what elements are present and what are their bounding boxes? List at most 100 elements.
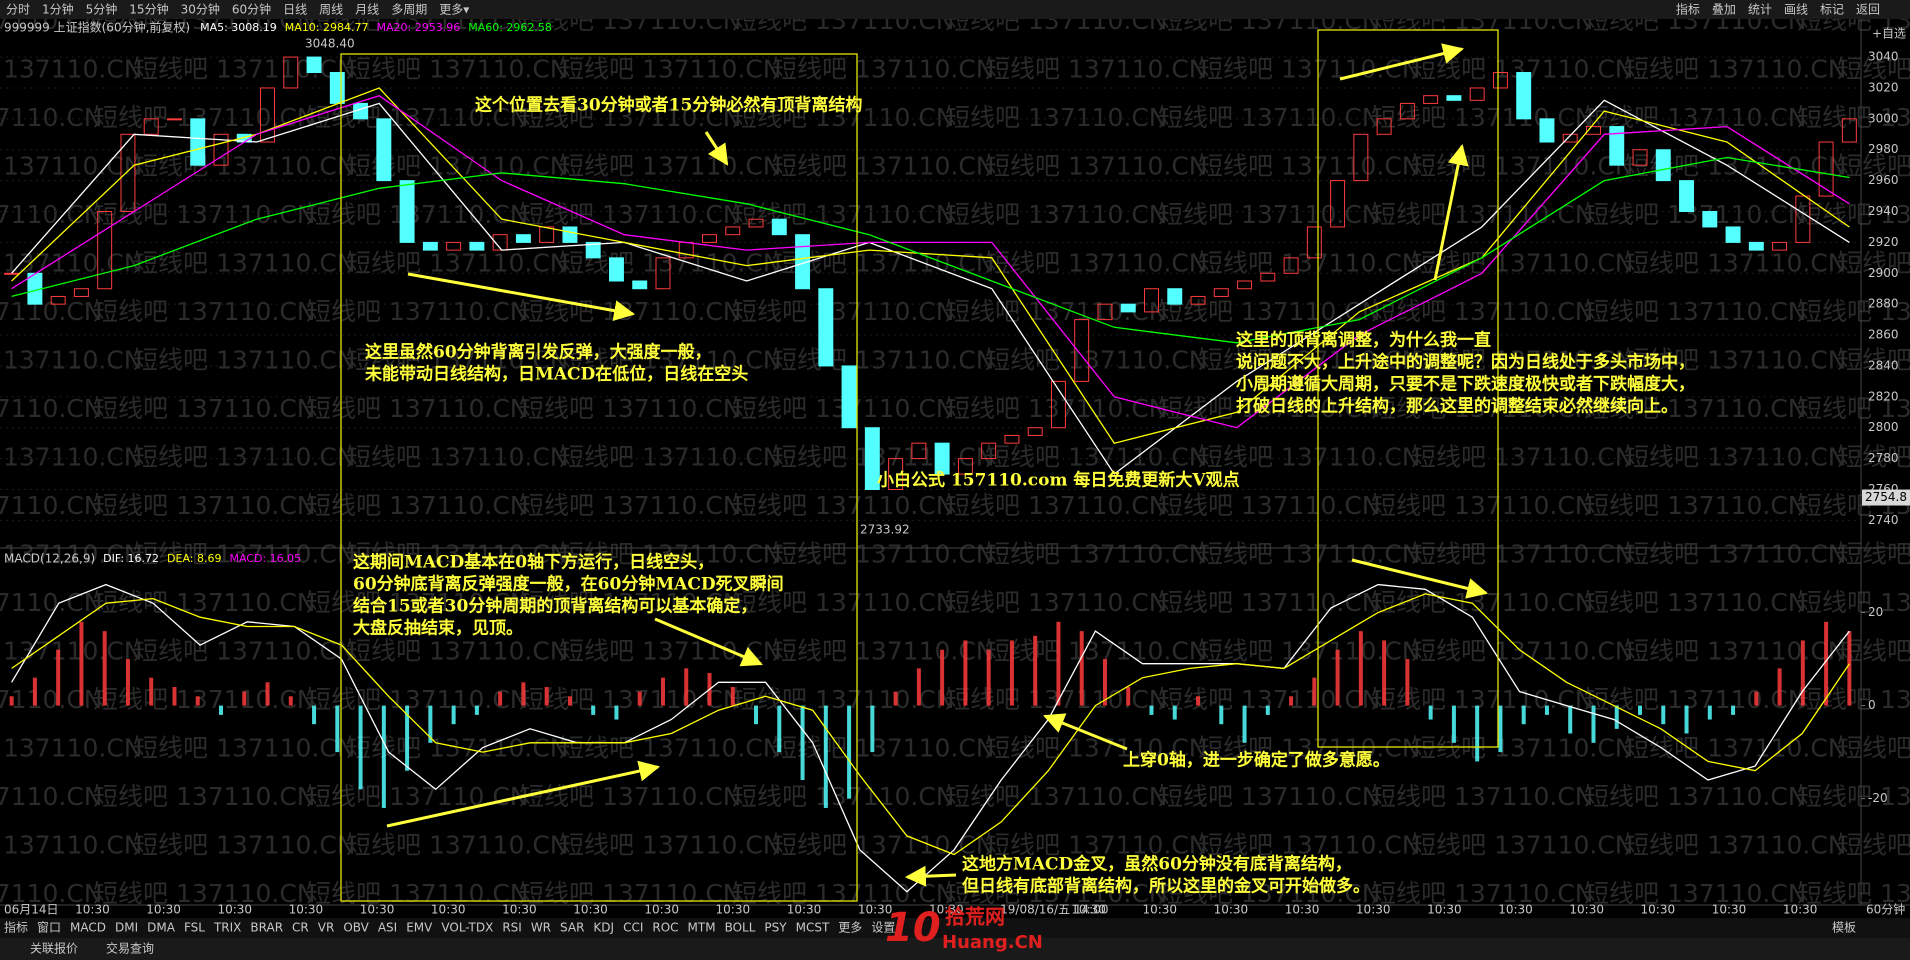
watermark-text: 短线吧 137110.CN	[519, 491, 742, 520]
macd-bar	[381, 705, 386, 808]
candle	[608, 257, 624, 282]
candle	[725, 226, 741, 236]
indicator-tab[interactable]: FSL	[184, 921, 205, 935]
indicator-tab[interactable]: DMI	[115, 921, 138, 935]
indicator-tab[interactable]: MTM	[688, 921, 716, 935]
indicator-tab[interactable]: ASI	[378, 921, 397, 935]
annotation-text: 小周期遵循大周期，只要不是下跌速度极快或者下跌幅度大，	[1236, 374, 1695, 395]
indicator-tab[interactable]: BRAR	[250, 921, 283, 935]
period-tab[interactable]: 周线	[319, 3, 343, 17]
time-label: 10:30	[929, 903, 964, 917]
candle	[1097, 303, 1113, 321]
period-tab[interactable]: 日线	[283, 3, 307, 17]
macd-bar	[893, 691, 898, 706]
period-tab[interactable]: 多周期	[391, 3, 427, 17]
watermark-text: 短线吧 137110.CN	[1624, 55, 1847, 84]
watermark-text: 短线吧 137110.CN	[1158, 103, 1381, 132]
watermark-text: 短线吧 137110.CN	[346, 55, 569, 84]
watermark-text: 短线吧 137110.CN	[1371, 879, 1594, 908]
macd-bar	[870, 705, 875, 753]
template-button[interactable]: 模板	[1832, 921, 1856, 935]
indicator-tab[interactable]: WR	[531, 921, 551, 935]
indicator-tab[interactable]: PSY	[764, 921, 787, 935]
toolbar-button[interactable]: 叠加	[1712, 3, 1736, 17]
bottom-toolbar-bg	[0, 918, 1910, 938]
indicator-tab[interactable]: EMV	[406, 921, 433, 935]
indicator-tab[interactable]: 设置	[871, 921, 895, 935]
period-tab[interactable]: 更多▾	[439, 3, 469, 17]
candle	[1841, 118, 1857, 143]
status-button[interactable]: 交易查询	[106, 941, 154, 956]
watermark-text: 短线吧 137110.CN	[1797, 588, 1910, 617]
watermark-text: 短线吧 137110.CN	[346, 831, 569, 860]
toolbar-button[interactable]: 统计	[1748, 3, 1772, 17]
self-select-button[interactable]: +自选	[1872, 27, 1906, 41]
watermark-text: 短线吧 137110.CN	[133, 540, 356, 569]
indicator-tab[interactable]: MCST	[796, 921, 830, 935]
indicator-tab[interactable]: RSI	[502, 921, 522, 935]
indicator-tab[interactable]: VOL-TDX	[441, 921, 493, 935]
highlight-boxes	[340, 29, 1499, 902]
macd-bar	[1731, 705, 1736, 715]
watermark-text: 短线吧 137110.CN	[93, 588, 316, 617]
macd-bar	[1033, 635, 1038, 706]
indicator-tab[interactable]: 更多	[838, 921, 862, 935]
watermark-text: 短线吧 137110.CN	[772, 540, 995, 569]
macd-bar	[963, 640, 968, 706]
indicator-tab[interactable]: 窗口	[37, 921, 61, 935]
watermark-text: 短线吧 137110.CN	[985, 152, 1208, 181]
watermark-text: 短线吧 137110.CN	[346, 637, 569, 666]
macd-bar	[660, 677, 665, 706]
watermark-text: 短线吧 137110.CN	[945, 200, 1168, 229]
indicator-tab[interactable]: MACD	[70, 921, 106, 935]
indicator-tab[interactable]: DMA	[147, 921, 176, 935]
period-tab[interactable]: 30分钟	[181, 2, 220, 17]
indicator-tab[interactable]: 指标	[4, 920, 28, 935]
macd-bar	[847, 705, 852, 799]
macd-legend: DEA: 8.69	[167, 552, 221, 565]
watermark-text: 短线吧 137110.CN	[985, 249, 1208, 278]
period-tab[interactable]: 月线	[355, 3, 379, 17]
candle	[50, 295, 66, 305]
period-tab[interactable]: 1分钟	[42, 2, 74, 17]
candle	[283, 56, 299, 89]
time-label: 10:30	[1142, 903, 1177, 917]
candle	[492, 234, 508, 251]
candle	[422, 241, 438, 251]
candle	[1818, 141, 1834, 197]
indicator-tab[interactable]: TRIX	[213, 921, 241, 935]
toolbar-button[interactable]: 标记	[1820, 3, 1844, 17]
period-tab[interactable]: 15分钟	[129, 2, 168, 17]
toolbar-button[interactable]: 画线	[1784, 3, 1808, 17]
period-tab[interactable]: 分时	[6, 3, 30, 17]
arrow	[1351, 558, 1489, 599]
status-button[interactable]: 关联报价	[30, 941, 78, 956]
toolbar-button[interactable]: 返回	[1856, 3, 1880, 17]
indicator-tab[interactable]: VR	[318, 921, 335, 935]
indicator-tab[interactable]: CCI	[623, 921, 643, 935]
annotation-text: 60分钟底背离反弹强度一般，在60分钟MACD死叉瞬间	[353, 574, 784, 595]
candle	[1632, 149, 1648, 166]
candle	[97, 211, 113, 290]
macd-bar	[614, 705, 619, 720]
indicator-tab[interactable]: CR	[292, 921, 309, 935]
indicator-tab[interactable]: OBV	[343, 921, 369, 935]
indicator-tab[interactable]: SAR	[560, 921, 584, 935]
indicator-tab[interactable]: BOLL	[725, 921, 756, 935]
toolbar-button[interactable]: 指标	[1676, 2, 1700, 17]
period-tab[interactable]: 5分钟	[86, 2, 118, 17]
period-tab[interactable]: 60分钟	[232, 2, 271, 17]
watermark-text: 短线吧 137110.CN	[732, 491, 955, 520]
candle	[1167, 288, 1183, 305]
watermark-text: 短线吧 137110.CN	[133, 249, 356, 278]
indicator-tab[interactable]: KDJ	[593, 921, 614, 935]
watermark-text: 短线吧 137110.CN	[945, 588, 1168, 617]
watermark-text: 短线吧 137110.CN	[1624, 346, 1847, 375]
arrow	[654, 617, 763, 667]
indicator-tab[interactable]: ROC	[652, 921, 678, 935]
annotation-text: 大盘反抽结束，见顶。	[353, 618, 523, 639]
logo-site: Huang.CN	[942, 932, 1043, 953]
candle	[1492, 72, 1508, 89]
y-tick-label: 2920	[1868, 235, 1899, 249]
